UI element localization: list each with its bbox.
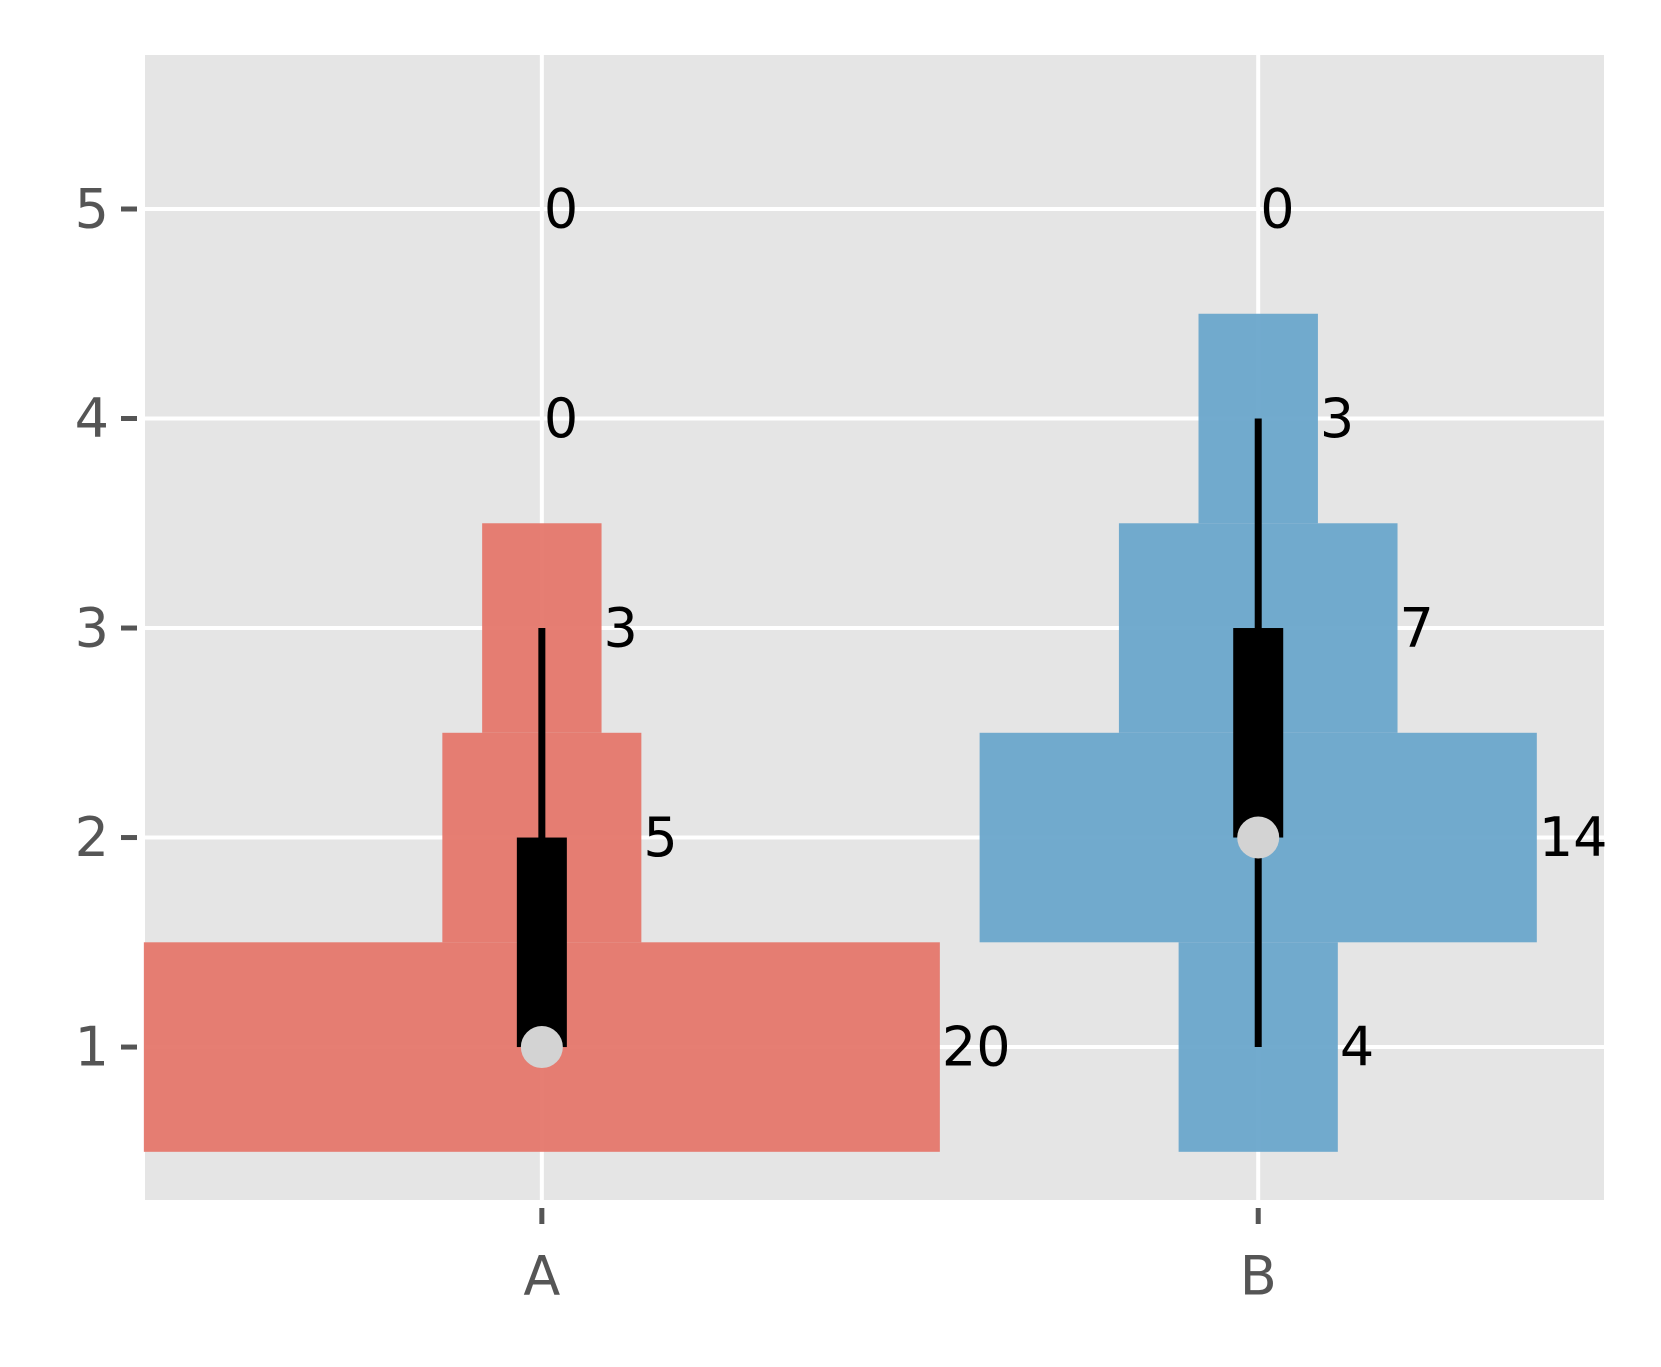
y-tick-label: 1 xyxy=(75,1016,109,1079)
y-tick-label: 3 xyxy=(75,597,109,660)
count-label: 7 xyxy=(1400,597,1434,660)
median xyxy=(520,1026,563,1069)
y-tick-label: 5 xyxy=(75,178,109,241)
count-label: 0 xyxy=(544,178,578,241)
count-label: 20 xyxy=(942,1016,1011,1079)
count-label: 0 xyxy=(1260,178,1294,241)
median xyxy=(1237,816,1280,859)
count-label: 3 xyxy=(1320,387,1354,450)
count-label: 4 xyxy=(1340,1016,1374,1079)
y-tick-label: 4 xyxy=(75,387,109,450)
y-tick-label: 2 xyxy=(75,806,109,869)
count-label: 0 xyxy=(544,387,578,450)
count-label: 14 xyxy=(1539,806,1608,869)
count-label: 3 xyxy=(604,597,638,660)
box xyxy=(516,837,567,1048)
box xyxy=(1233,628,1284,838)
count-label: 5 xyxy=(643,806,677,869)
x-tick-label: A xyxy=(523,1245,560,1308)
x-tick-label: B xyxy=(1240,1245,1277,1308)
